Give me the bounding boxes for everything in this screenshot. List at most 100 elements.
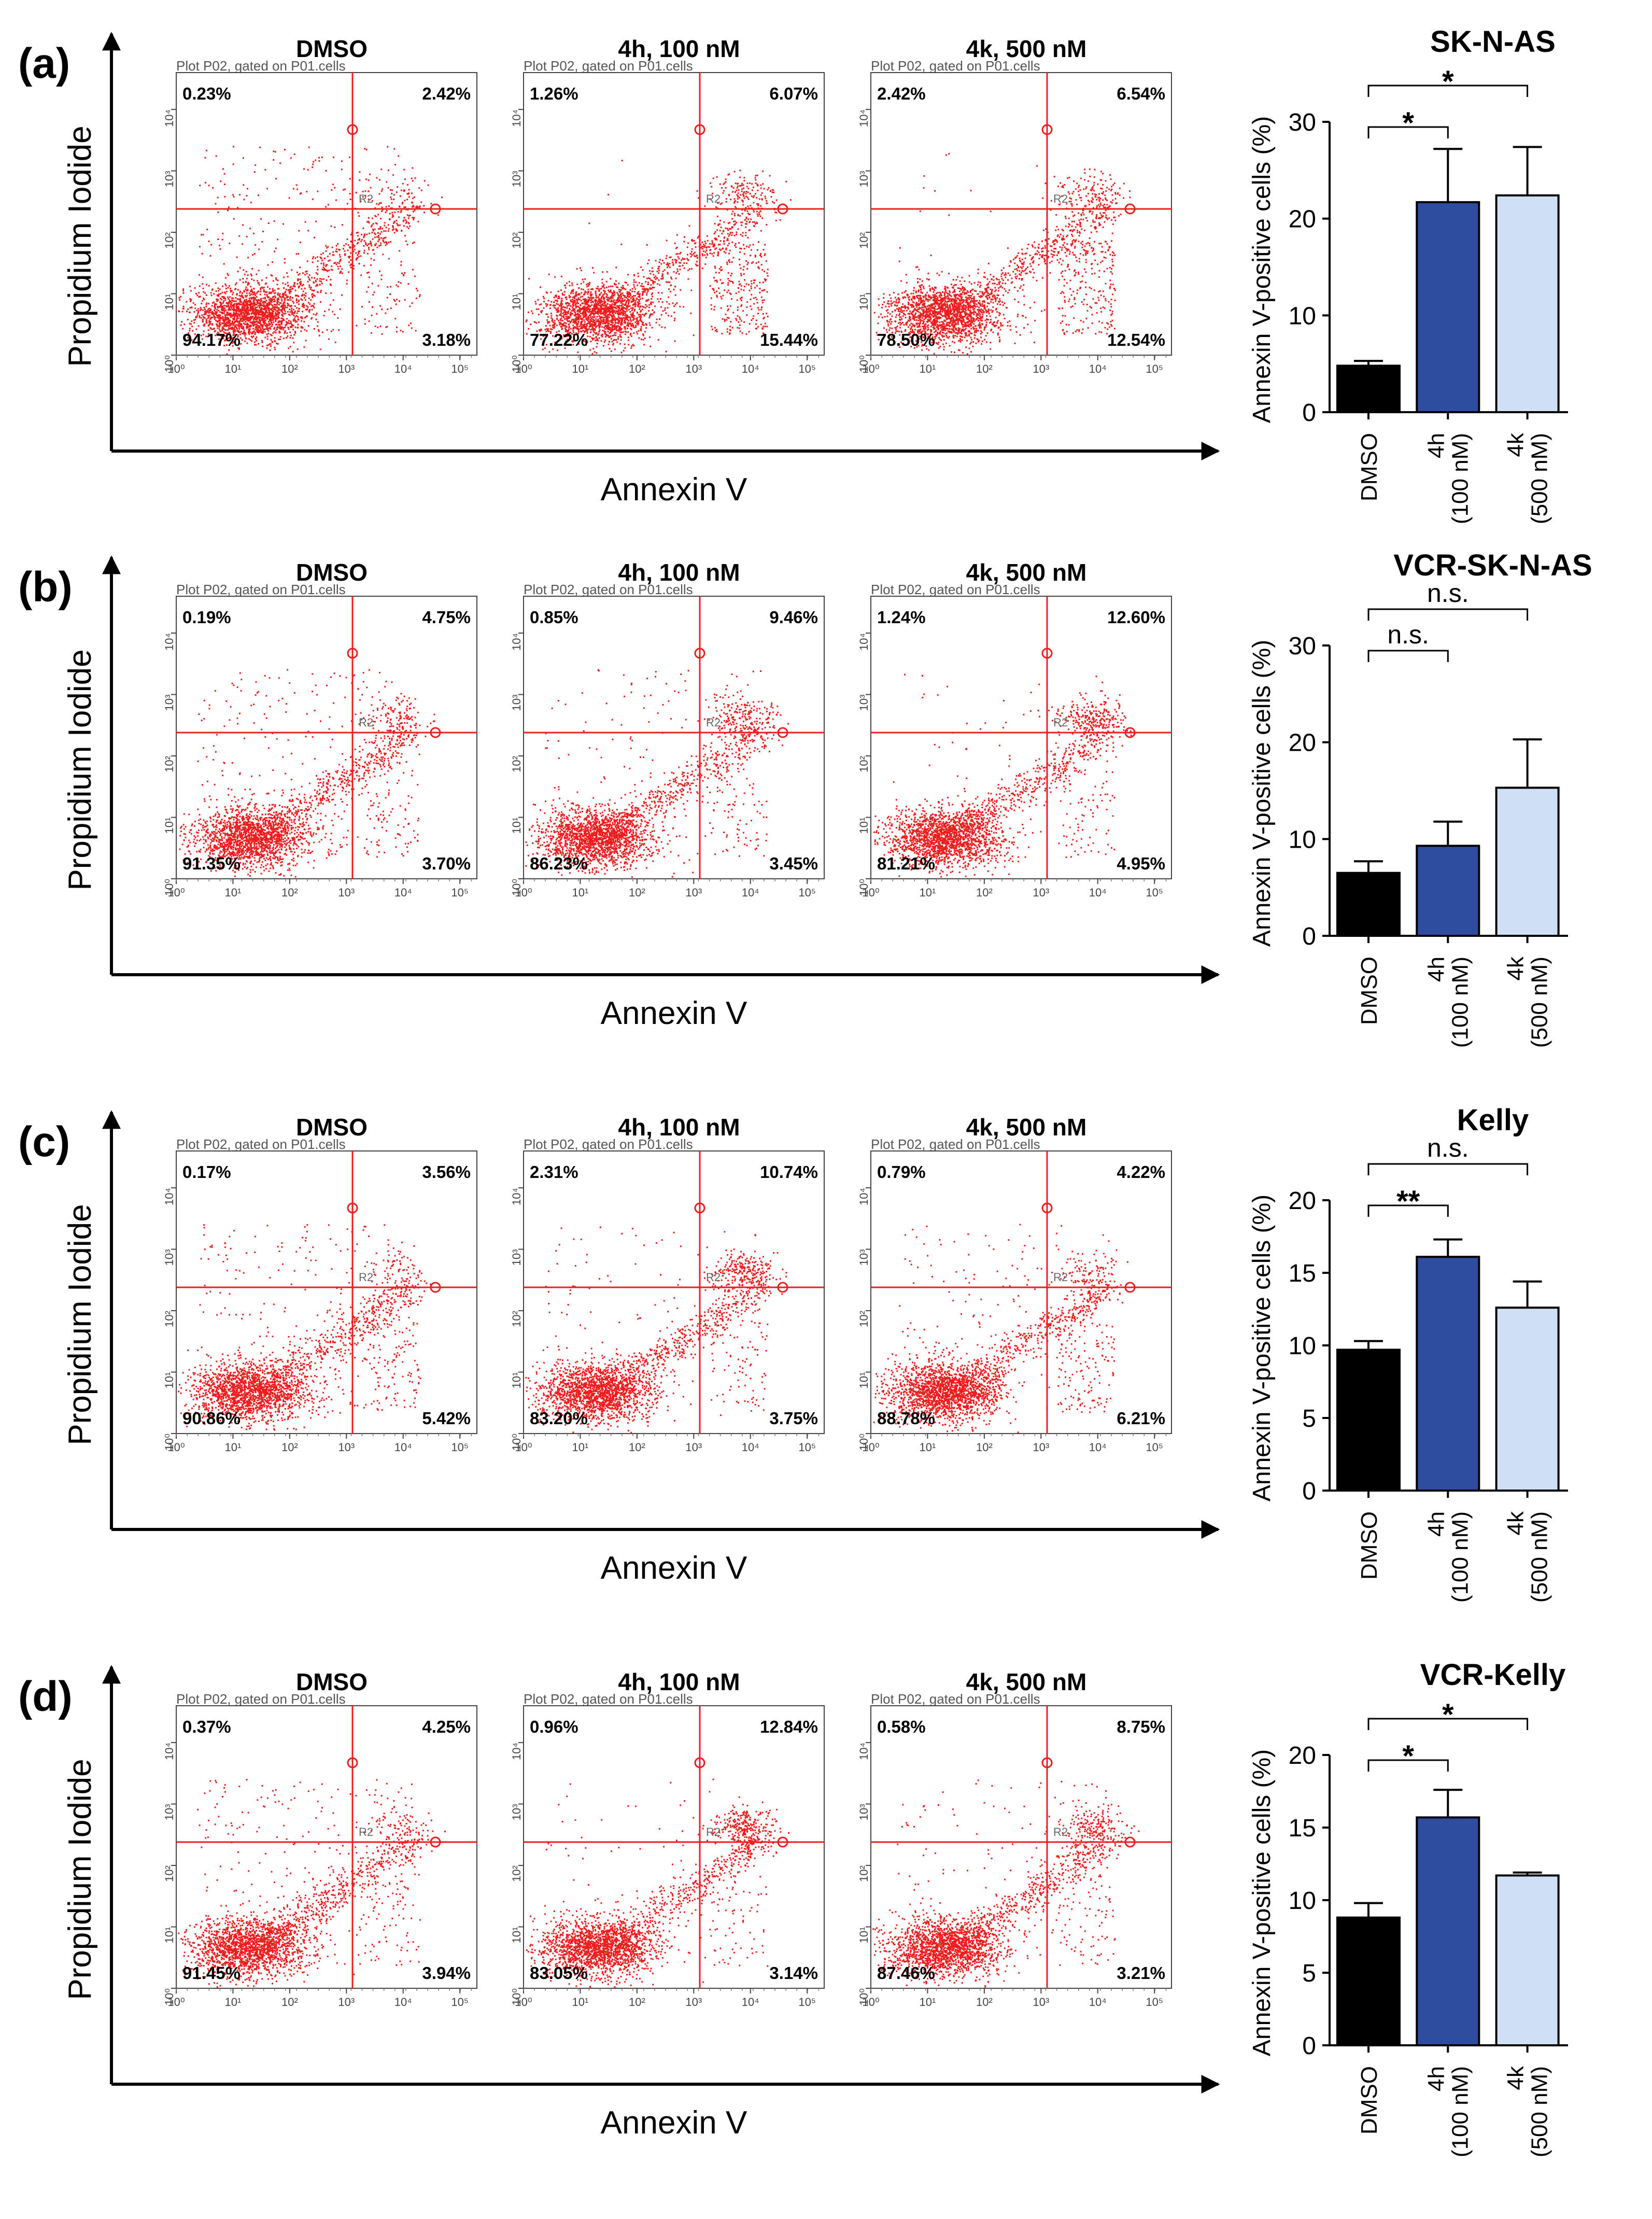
cell-dot	[705, 257, 707, 259]
cell-dot	[203, 291, 205, 293]
cell-dot	[297, 316, 299, 318]
cell-dot	[555, 296, 557, 298]
cell-dot	[622, 287, 624, 289]
cell-dot	[649, 324, 651, 326]
cell-dot	[218, 323, 220, 325]
cell-dot	[223, 263, 225, 265]
cell-dot	[730, 293, 732, 295]
cell-dot	[224, 340, 225, 342]
cell-dot	[765, 198, 767, 200]
cell-dot	[334, 341, 336, 343]
cell-dot	[597, 320, 599, 322]
cell-dot	[738, 327, 740, 329]
cell-dot	[610, 335, 612, 337]
cell-dot	[391, 189, 393, 191]
cell-dot	[615, 327, 617, 329]
cell-dot	[605, 293, 608, 295]
cell-dot	[639, 294, 641, 297]
cell-dot	[585, 341, 587, 343]
cell-dot	[247, 314, 249, 316]
cell-dot	[591, 316, 594, 318]
cell-dot	[614, 284, 616, 286]
cell-dot	[224, 317, 226, 319]
cell-dot	[416, 288, 417, 290]
cell-dot	[352, 268, 355, 270]
cell-dot	[607, 334, 609, 336]
cell-dot	[585, 342, 587, 344]
cell-dot	[379, 233, 381, 235]
cell-dot	[607, 300, 609, 302]
cell-dot	[278, 308, 279, 311]
cell-dot	[702, 248, 704, 250]
cell-dot	[632, 325, 634, 326]
cell-dot	[585, 299, 587, 301]
cell-dot	[751, 195, 753, 197]
cell-dot	[614, 303, 616, 305]
cell-dot	[745, 191, 747, 193]
cell-dot	[676, 302, 678, 304]
cell-dot	[766, 223, 768, 226]
cell-dot	[263, 315, 265, 317]
cell-dot	[213, 310, 215, 312]
cell-dot	[764, 326, 766, 328]
cell-dot	[217, 294, 219, 297]
cell-dot	[644, 331, 646, 333]
cell-dot	[287, 299, 289, 301]
cell-dot	[370, 258, 372, 260]
cell-dot	[726, 239, 728, 241]
cell-dot	[611, 316, 613, 317]
cell-dot	[615, 266, 617, 269]
cell-dot	[341, 268, 343, 270]
cell-dot	[365, 148, 368, 150]
cell-dot	[287, 296, 289, 298]
cell-dot	[586, 319, 588, 321]
cell-dot	[377, 241, 379, 243]
cell-dot	[604, 309, 606, 311]
cell-dot	[567, 331, 569, 333]
cell-dot	[737, 195, 739, 197]
cell-dot	[181, 311, 183, 313]
cell-dot	[266, 327, 269, 329]
cell-dot	[412, 205, 414, 207]
cell-dot	[333, 314, 335, 316]
cell-dot	[255, 299, 257, 301]
cell-dot	[601, 335, 603, 338]
cell-dot	[550, 301, 553, 303]
cell-dot	[727, 284, 729, 286]
cell-dot	[726, 317, 728, 319]
cell-dot	[743, 192, 745, 194]
cell-dot	[622, 298, 624, 300]
cell-dot	[743, 244, 744, 246]
cell-dot	[612, 312, 614, 314]
cell-dot	[331, 265, 333, 267]
cell-dot	[319, 256, 321, 258]
cell-dot	[201, 302, 203, 304]
cell-dot	[590, 329, 592, 331]
cell-dot	[386, 209, 388, 212]
cell-dot	[346, 279, 348, 282]
cell-dot	[258, 343, 259, 345]
cell-dot	[243, 199, 245, 201]
cell-dot	[260, 329, 262, 331]
cell-dot	[676, 234, 678, 236]
cell-dot	[261, 314, 263, 316]
cell-dot	[331, 189, 333, 191]
cell-dot	[339, 308, 341, 310]
cell-dot	[261, 319, 262, 321]
cell-dot	[236, 298, 238, 300]
cell-dot	[352, 265, 355, 267]
cell-dot	[202, 287, 204, 289]
cell-dot	[292, 325, 294, 327]
cell-dot	[358, 256, 360, 258]
cell-dot	[363, 252, 365, 254]
cell-dot	[675, 253, 677, 255]
cell-dot	[262, 331, 264, 333]
cell-dot	[344, 188, 346, 190]
cell-dot	[749, 221, 751, 223]
cell-dot	[299, 266, 301, 269]
cell-dot	[667, 273, 669, 275]
cell-dot	[684, 258, 686, 260]
cell-dot	[264, 308, 266, 311]
cell-dot	[560, 317, 562, 319]
cell-dot	[236, 303, 238, 305]
